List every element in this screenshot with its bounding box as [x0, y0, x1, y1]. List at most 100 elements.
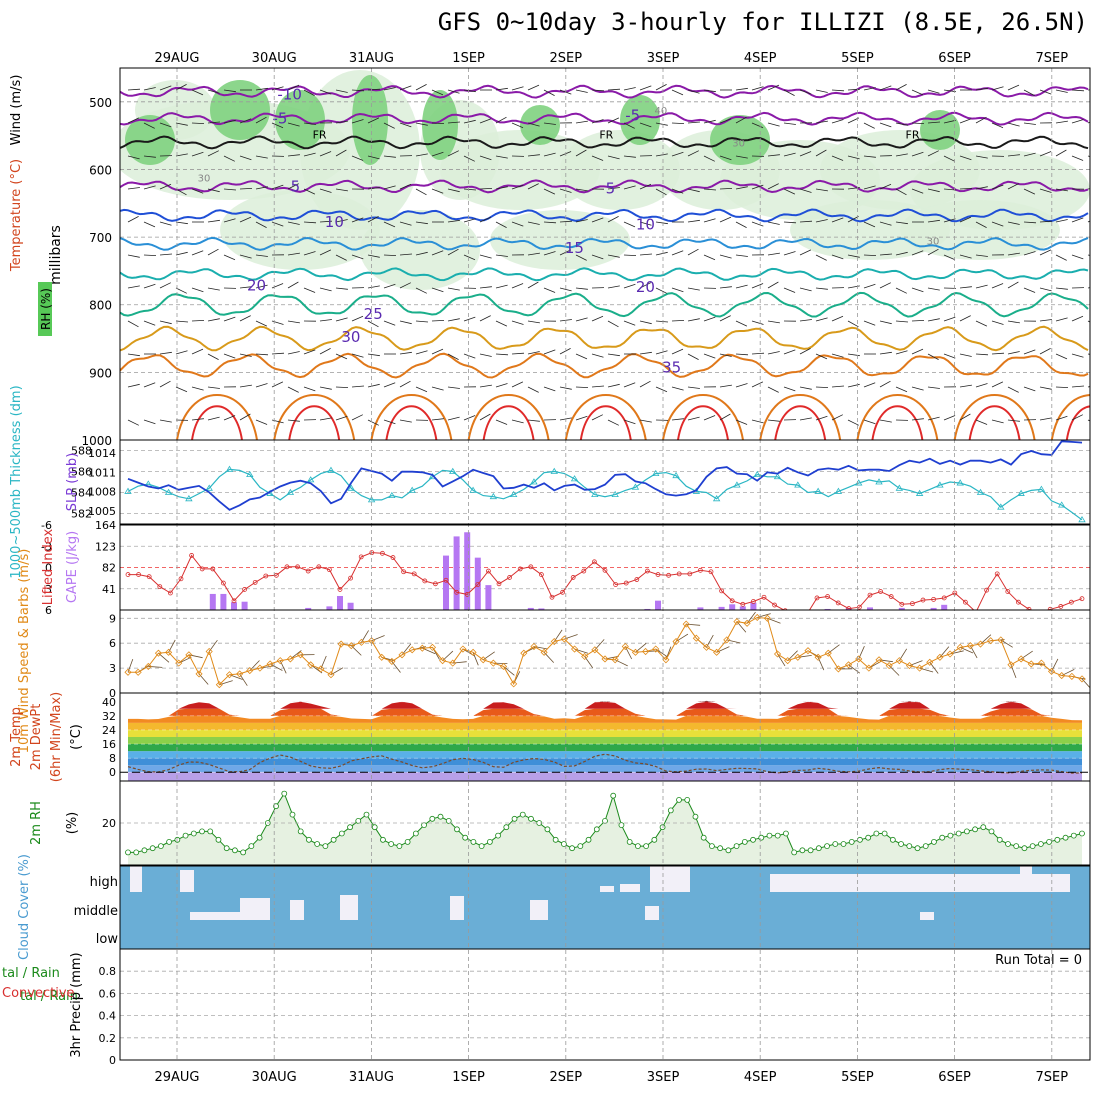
wind-barb — [1071, 217, 1084, 223]
wind-barb — [527, 320, 540, 324]
rh-point — [815, 845, 822, 852]
cloud-mid-patch — [340, 895, 358, 920]
wind-barb — [991, 419, 1004, 424]
lifted-index-point — [316, 564, 322, 570]
wind-barb — [1071, 414, 1083, 421]
isotherm-label: 30 — [341, 328, 360, 346]
wind-barb — [207, 150, 219, 157]
wind-plot — [120, 611, 1090, 693]
axis-label-dewpt: 2m DewPt — [29, 704, 44, 771]
wind-barb — [383, 283, 396, 289]
wind-barb — [479, 118, 492, 124]
wind-barb — [143, 419, 156, 425]
wind-barb — [255, 221, 267, 228]
lifted-index-point — [751, 599, 756, 604]
wind-barb — [511, 122, 524, 129]
y-tick-label: 700 — [89, 231, 112, 245]
axis-label-rh-unit: (%) — [65, 812, 80, 835]
cape-bar — [231, 602, 237, 610]
axis-label-slp: SLP (mb) — [65, 453, 80, 512]
wind-barb — [959, 216, 972, 223]
isotherm-line — [120, 236, 1089, 251]
wind-barb — [543, 188, 556, 195]
wind-barb — [815, 188, 828, 192]
tick-right: 1014 — [88, 447, 116, 460]
wind-barb — [687, 386, 700, 389]
wind-barb — [671, 151, 684, 157]
wind-speed-point — [185, 651, 193, 659]
wind-barb — [527, 281, 539, 289]
wind-speed-point — [713, 648, 721, 656]
wind-speed-point — [134, 668, 142, 676]
date-label-bottom: 7SEP — [1036, 1070, 1069, 1085]
wind-barb — [463, 353, 476, 359]
date-label-bottom: 30AUG — [252, 1070, 297, 1085]
wind-barb — [431, 348, 444, 355]
wind-barb — [223, 155, 235, 162]
tick-left: 20 — [102, 817, 116, 830]
wind-barb — [159, 85, 172, 91]
rh-point — [824, 843, 830, 849]
wind-barb — [175, 251, 188, 256]
wind-barb — [1055, 89, 1068, 93]
wind-barb — [815, 317, 828, 322]
wind-barb — [783, 188, 796, 195]
wind-speed-point — [987, 637, 995, 645]
wind-barb — [879, 85, 892, 91]
lifted-index-point — [242, 587, 248, 592]
lifted-index-point — [379, 550, 385, 556]
wind-barb — [687, 416, 700, 421]
wind-speed-point — [956, 643, 964, 651]
wind-barb — [511, 86, 524, 91]
wind-barb — [175, 188, 187, 196]
wind-barb — [575, 219, 588, 223]
wind-speed-point — [337, 640, 345, 648]
wind-barb — [575, 317, 588, 322]
lifted-index-point — [507, 575, 513, 580]
wind-barb — [703, 155, 715, 162]
wind-barb — [399, 419, 412, 423]
isotherm-line — [120, 135, 1089, 150]
rh-point — [980, 824, 987, 831]
rh-plot — [120, 790, 1090, 865]
lifted-index-point — [878, 589, 883, 594]
tick-left: 3 — [45, 583, 52, 596]
cape-bar — [655, 600, 661, 610]
wind-barb — [687, 353, 699, 360]
wind-barb — [159, 183, 172, 190]
rh-point — [437, 813, 444, 820]
wind-barb — [287, 183, 299, 190]
rh-point — [486, 839, 493, 845]
y-tick-label: 900 — [89, 366, 112, 380]
wind-barb — [911, 418, 924, 421]
tick-right: 164 — [95, 519, 116, 532]
rh-point — [585, 836, 592, 843]
lifted-index-point — [1079, 596, 1085, 602]
wind-barb — [511, 283, 524, 289]
wind-barb — [191, 287, 204, 293]
cape-bar — [898, 607, 905, 610]
isotherm-label: 10 — [325, 213, 344, 231]
lifted-index-point — [984, 587, 989, 593]
wind-barb — [415, 287, 427, 294]
rh-point — [750, 836, 756, 843]
lifted-index-point — [422, 578, 428, 584]
panel-bg — [120, 440, 1090, 524]
wind-barb — [911, 320, 925, 322]
lifted-index-point — [846, 606, 852, 610]
wind-barb — [783, 349, 796, 355]
wind-barb — [1071, 385, 1085, 388]
wind-barb — [879, 419, 892, 423]
wind-barb — [191, 386, 204, 391]
wind-barb — [703, 254, 716, 261]
wind-barb — [799, 319, 812, 322]
wind-barb — [543, 122, 556, 125]
rh-point — [889, 836, 896, 843]
wind-barb — [767, 221, 780, 225]
rh-shading-high — [275, 90, 325, 150]
thickness-marker — [1057, 501, 1066, 508]
cloud-mid-patch — [645, 906, 659, 920]
wind-barb — [431, 250, 444, 256]
wind-barb — [447, 219, 460, 223]
